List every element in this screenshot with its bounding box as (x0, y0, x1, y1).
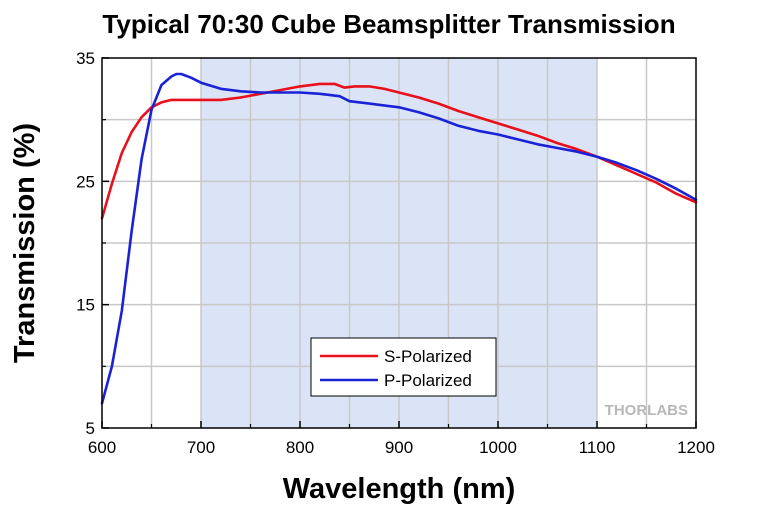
y-axis-label: Transmission (%) (9, 123, 41, 363)
x-tick-label: 900 (385, 438, 413, 457)
series-line-s-polarized (100, 82, 698, 220)
y-tick-label: 35 (76, 49, 95, 68)
thorlabs-watermark: THORLABS (605, 402, 688, 419)
y-tick-label: 15 (76, 296, 95, 315)
y-tick-label: 25 (76, 172, 95, 191)
axis-ticks: 600 700 800 900 1000 1100 1200 5 15 25 35 (76, 49, 715, 457)
y-tick-label: 5 (86, 419, 95, 438)
x-tick-label: 1100 (579, 438, 616, 457)
series-line-p-polarized (100, 72, 698, 405)
x-tick-label: 800 (286, 438, 314, 457)
x-tick-label: 600 (88, 438, 116, 457)
chart-title: Typical 70:30 Cube Beamsplitter Transmis… (102, 9, 675, 39)
series-layer (100, 72, 698, 405)
x-tick-label: 700 (187, 438, 215, 457)
legend-box (310, 337, 497, 397)
x-tick-label: 1000 (479, 438, 517, 457)
legend: S-Polarized P-Polarized (310, 337, 497, 397)
legend-label-p-polarized: P-Polarized (384, 371, 472, 390)
x-axis-label: Wavelength (nm) (283, 473, 516, 505)
x-tick-label: 1200 (677, 438, 715, 457)
legend-label-s-polarized: S-Polarized (384, 347, 472, 366)
